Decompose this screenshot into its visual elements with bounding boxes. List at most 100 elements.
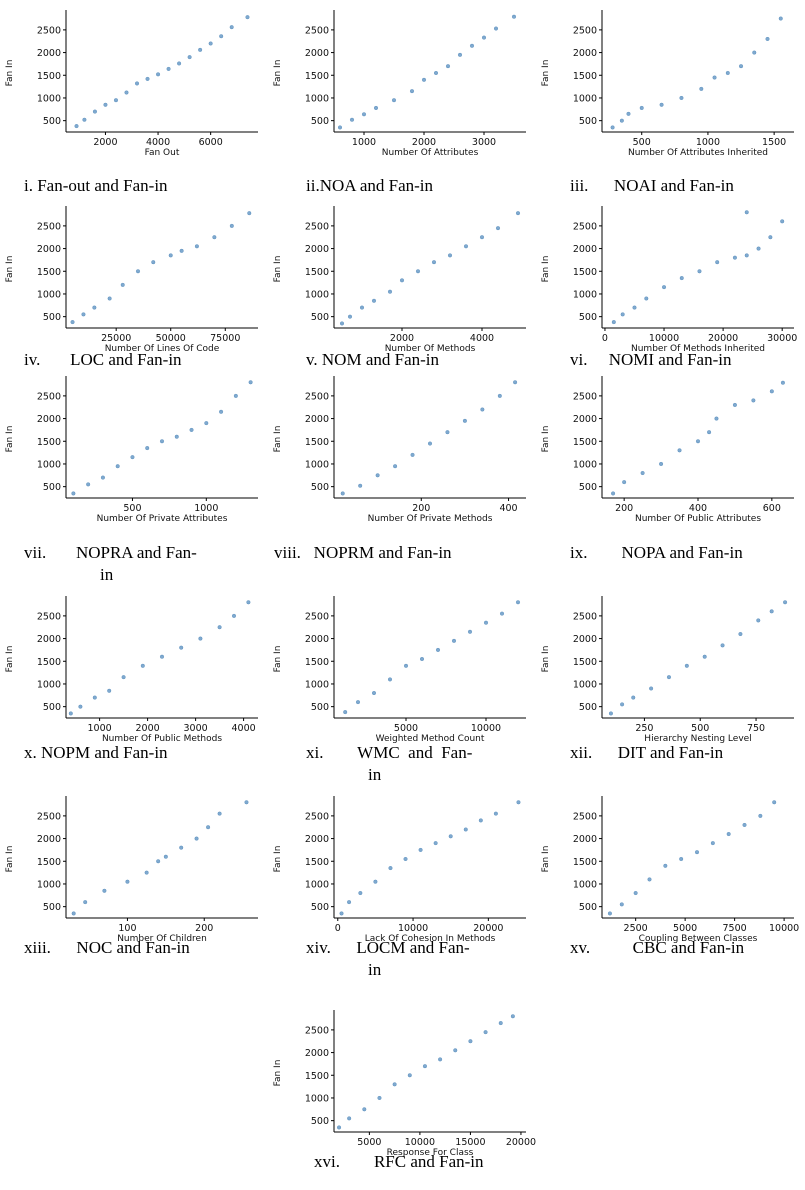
x-tick-label: 20000	[473, 923, 503, 934]
y-axis-title: Fan In	[541, 256, 551, 283]
data-point	[631, 695, 636, 700]
x-tick-label: 200	[615, 503, 633, 514]
y-tick-label: 2000	[305, 834, 329, 845]
data-point	[639, 105, 644, 110]
data-point	[478, 818, 483, 823]
y-tick-label: 500	[579, 116, 597, 127]
data-point	[100, 475, 105, 480]
data-point	[780, 219, 785, 224]
data-point	[130, 455, 135, 460]
data-point	[92, 695, 97, 700]
scatter-plot: 500 1000 1500 2000 2500 200 400 Number Of Priva…	[273, 376, 526, 524]
x-axis-title: Weighted Method Count	[376, 734, 485, 744]
scatter-panel: 500 1000 1500 2000 2500 2000 4000 6000 Fan Out Fa…	[0, 0, 268, 190]
data-point	[124, 90, 129, 95]
data-point	[140, 663, 145, 668]
data-point	[738, 632, 743, 637]
data-point	[480, 407, 485, 412]
x-tick-label: 750	[747, 723, 765, 734]
y-tick-label: 2500	[305, 1025, 329, 1036]
data-point	[451, 638, 456, 643]
panel-caption-continued: in	[368, 765, 382, 784]
x-tick-label: 1000	[194, 503, 218, 514]
x-axis-title: Number Of Methods Inherited	[631, 344, 765, 354]
y-tick-label: 2000	[37, 244, 61, 255]
data-point	[607, 911, 612, 916]
scatter-panel: 500 1000 1500 2000 2500 500 1000 1500 Number Of …	[536, 0, 804, 190]
data-point	[179, 845, 184, 850]
scatter-panel: 500 1000 1500 2000 2500 200 400 Number Of Priva…	[268, 366, 536, 556]
scatter-plot: 500 1000 1500 2000 2500 5000 10000 15000 20000 Re…	[273, 1010, 536, 1158]
data-point	[732, 255, 737, 260]
scatter-panel: 500 1000 1500 2000 2500 0 10000 20000 Lack Of Co…	[268, 786, 536, 976]
scatter-plot: 500 1000 1500 2000 2500 2500 5000 7500 10000 Coup…	[541, 796, 799, 944]
data-point	[339, 321, 344, 326]
x-tick-label: 20000	[708, 333, 738, 344]
y-tick-label: 2000	[573, 634, 597, 645]
data-point	[246, 600, 251, 605]
data-point	[151, 260, 156, 265]
data-point	[337, 1125, 342, 1130]
data-point	[515, 600, 520, 605]
x-tick-label: 10000	[769, 923, 799, 934]
scatter-panel: 500 1000 1500 2000 2500 5000 10000 Weighted Met…	[268, 586, 536, 776]
data-point	[349, 117, 354, 122]
data-point	[179, 645, 184, 650]
data-point	[403, 663, 408, 668]
data-point	[418, 847, 423, 852]
y-tick-label: 500	[43, 482, 61, 493]
data-point	[483, 1030, 488, 1035]
data-point	[768, 235, 773, 240]
data-point	[393, 464, 398, 469]
data-point	[409, 89, 414, 94]
x-axis-title: Number Of Public Attributes	[635, 514, 761, 524]
data-point	[373, 105, 378, 110]
y-tick-label: 500	[579, 312, 597, 323]
y-axis-title: Fan In	[273, 846, 283, 873]
data-point	[340, 491, 345, 496]
data-point	[71, 911, 76, 916]
data-point	[419, 656, 424, 661]
panel-caption: xiv. LOCM and Fan-	[306, 938, 470, 957]
x-axis-title: Number Of Children	[117, 934, 207, 944]
data-point	[427, 441, 432, 446]
y-tick-label: 2000	[305, 414, 329, 425]
data-point	[358, 483, 363, 488]
data-point	[632, 305, 637, 310]
y-tick-label: 2500	[573, 391, 597, 402]
scatter-panel: 500 1000 1500 2000 2500 2500 5000 7500 10000 Coup…	[536, 786, 804, 976]
data-point	[229, 25, 234, 30]
data-point	[177, 61, 182, 66]
scatter-plot: 500 1000 1500 2000 2500 0 10000 20000 30000Numbe…	[541, 206, 797, 354]
data-point	[448, 834, 453, 839]
x-tick-label: 400	[499, 503, 517, 514]
data-point	[498, 1021, 503, 1026]
y-tick-label: 2500	[305, 221, 329, 232]
data-point	[695, 439, 700, 444]
y-tick-label: 2500	[37, 221, 61, 232]
x-tick-label: 50000	[156, 333, 186, 344]
data-point	[107, 296, 112, 301]
data-point	[156, 859, 161, 864]
data-point	[74, 124, 79, 129]
y-tick-label: 1000	[573, 459, 597, 470]
panel-caption: vii. NOPRA and Fan-	[24, 543, 197, 562]
y-axis-title: Fan In	[5, 60, 15, 87]
data-point	[431, 260, 436, 265]
data-point	[647, 877, 652, 882]
data-point	[174, 434, 179, 439]
data-point	[783, 600, 788, 605]
data-point	[663, 863, 668, 868]
data-point	[399, 278, 404, 283]
data-point	[371, 691, 376, 696]
x-tick-label: 4000	[146, 137, 170, 148]
y-tick-label: 2000	[305, 1048, 329, 1059]
panel-caption: ix. NOPA and Fan-in	[570, 543, 743, 562]
data-point	[765, 36, 770, 41]
y-tick-label: 2500	[305, 811, 329, 822]
panel-caption: xvi. RFC and Fan-in	[314, 1152, 484, 1171]
data-point	[611, 491, 616, 496]
y-tick-label: 500	[579, 902, 597, 913]
